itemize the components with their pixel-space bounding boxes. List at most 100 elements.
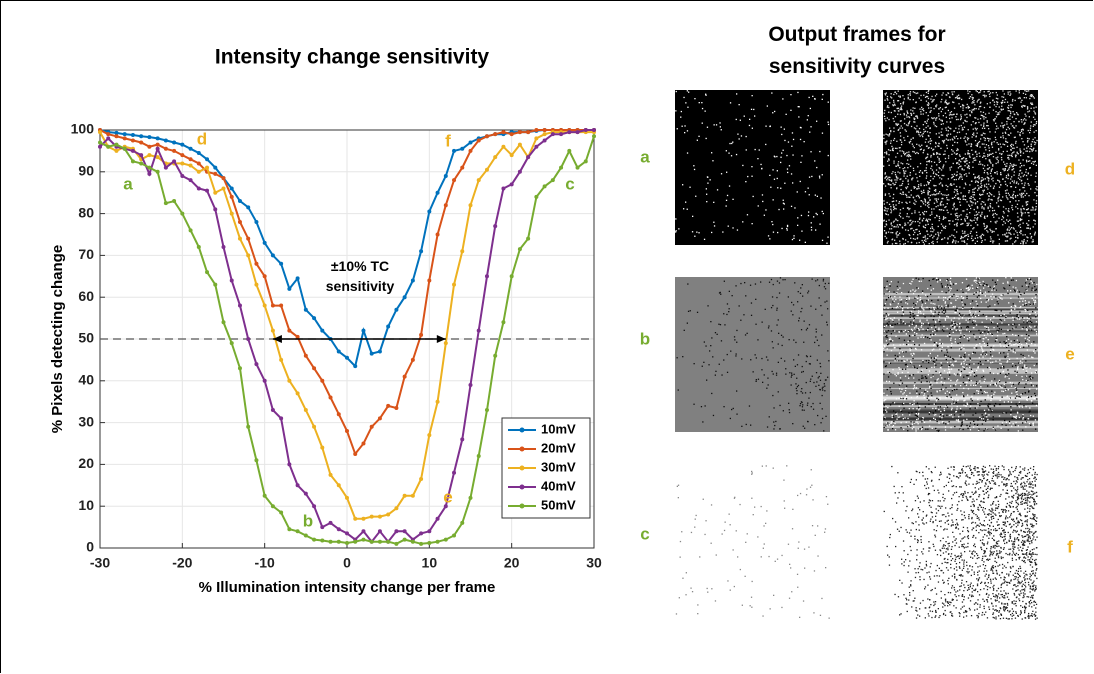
frame-pixel [990,333,991,334]
frame-pixel [933,288,934,289]
frame-pixel [906,115,907,116]
frame-pixel [977,207,978,208]
frame-pixel [679,597,680,598]
frame-pixel [1020,294,1021,295]
frame-pixel [956,186,957,187]
frame-pixel [740,320,741,321]
frame-pixel [794,207,795,208]
frame-pixel [810,379,811,380]
frame-pixel [901,202,902,203]
frame-pixel [736,93,737,94]
frame-pixel [1002,196,1003,197]
frame-pixel [978,393,979,394]
frame-pixel [980,237,981,238]
frame-pixel [980,284,981,285]
frame-pixel [929,128,930,129]
frame-pixel [945,101,946,102]
frame-pixel [973,320,974,321]
frame-pixel [1033,299,1034,300]
frame-pixel [961,300,962,301]
frame-pixel [959,323,960,324]
frame-pixel [1025,360,1026,361]
frame-pixel [990,205,991,206]
frame-pixel [945,302,946,303]
frame-pixel [1023,176,1024,177]
frame-pixel [682,356,683,357]
frame-pixel [923,113,924,114]
frame-pixel [1012,382,1013,383]
point [526,237,530,241]
frame-pixel [942,198,943,199]
frame-pixel [923,110,924,111]
frame-pixel [999,243,1000,244]
frame-pixel [942,414,943,415]
frame-pixel [915,304,916,305]
frame-pixel [900,243,901,244]
frame-pixel [802,406,803,407]
frame-pixel [1010,163,1011,164]
frame-pixel [888,149,889,150]
frame-pixel [716,554,717,555]
frame-pixel [885,236,886,237]
frame-pixel [938,235,939,236]
frame-pixel [931,166,932,167]
frame-pixel [930,377,931,378]
frame-pixel [900,319,901,320]
frame-pixel [727,354,728,355]
frame-pixel [707,183,708,184]
frame-pixel [1033,164,1034,165]
frame-pixel [1006,195,1007,196]
frame-pixel [1019,363,1020,364]
point [172,141,176,145]
frame-pixel [928,360,929,361]
point [510,182,514,186]
frame-pixel [980,118,981,119]
frame-pixel [987,91,988,92]
frame-pixel [965,360,966,361]
frame-pixel [976,383,977,384]
frame-pixel [917,166,918,167]
frame-pixel [939,397,940,398]
frame-pixel [1003,144,1004,145]
frame-pixel [705,94,706,95]
frame-pixel [991,175,992,176]
frame-pixel [918,414,919,415]
frame-pixel [965,292,966,293]
frame-pixel [991,380,992,381]
frame-pixel [990,173,991,174]
frame-pixel [1025,282,1026,283]
frame-pixel [886,313,887,314]
frame-pixel [918,312,919,313]
frame-pixel [736,353,737,354]
frame-pixel [982,115,983,116]
frame-pixel [935,380,936,381]
frame-pixel [990,384,991,385]
frame-pixel [960,138,961,139]
point [477,138,481,142]
frame-pixel [1021,376,1022,377]
frame-pixel [1027,179,1028,180]
frame-pixel [949,336,950,337]
frame-pixel [949,114,950,115]
frame-pixel [984,391,985,392]
frame-pixel [884,399,885,400]
frame-pixel [1004,314,1005,315]
frame-pixel [734,339,735,340]
frame-pixel [927,203,928,204]
frame-pixel [958,95,959,96]
frame-pixel [1001,219,1002,220]
frame-pixel [972,134,973,135]
frame-pixel [732,142,733,143]
frame-pixel [745,295,746,296]
frame-pixel [951,117,952,118]
frame-pixel [1022,406,1023,407]
frame-pixel [976,214,977,215]
frame-pixel [1021,183,1022,184]
point [271,504,275,508]
frame-pixel [906,124,907,125]
frame-pixel [1005,190,1006,191]
frame-pixel [903,344,904,345]
point [378,515,382,519]
frame-pixel [943,92,944,93]
frame-pixel [916,144,917,145]
